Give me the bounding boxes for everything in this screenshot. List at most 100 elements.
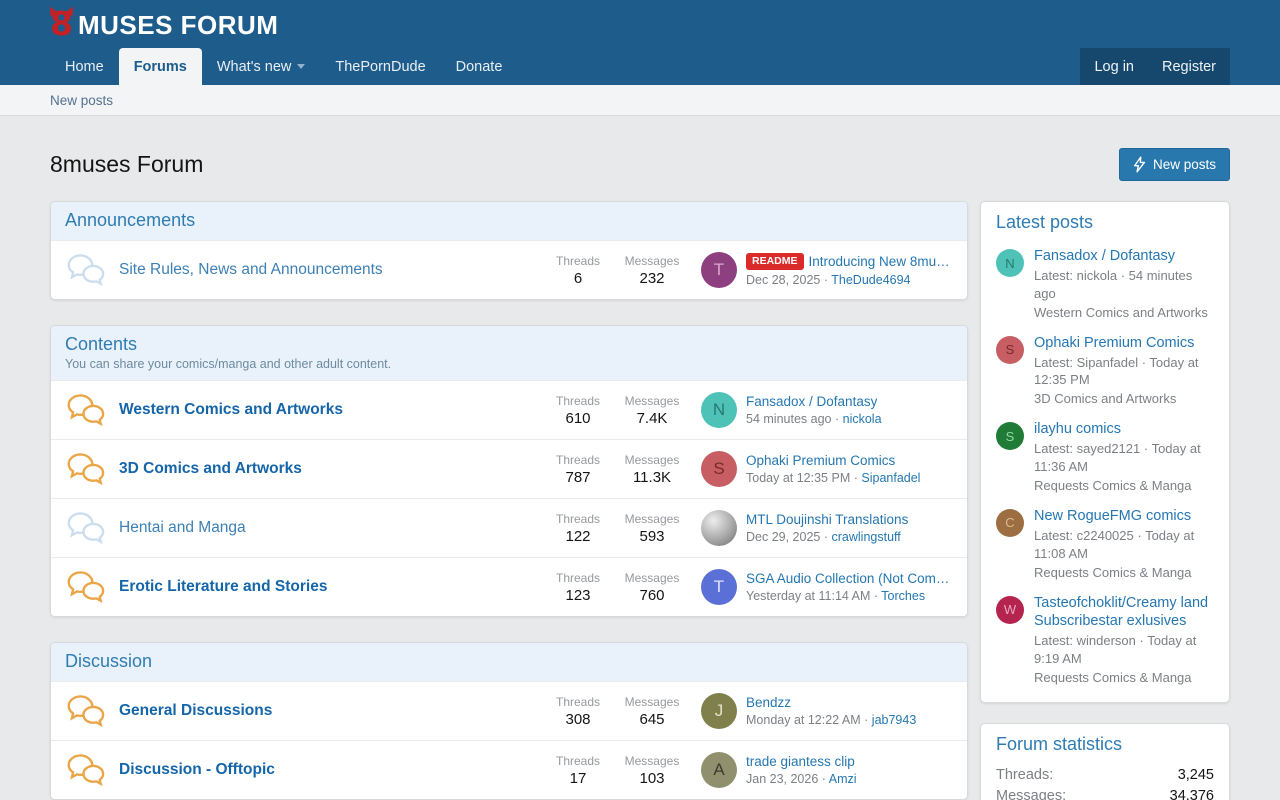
latest-post: A trade giantess clip Jan 23, 2026 · Amz… [701, 752, 953, 788]
latest-post-item[interactable]: N Fansadox / Dofantasy Latest: nickola ·… [996, 242, 1214, 329]
forum-node-western-comics[interactable]: Western Comics and Artworks Threads 610 M… [51, 380, 967, 439]
avatar[interactable]: C [996, 508, 1024, 537]
forum-node-site-rules[interactable]: Site Rules, News and Announcements Threa… [51, 240, 967, 299]
avatar[interactable]: S [996, 335, 1024, 364]
node-stats: Threads 123 Messages 760 [541, 571, 689, 604]
latest-thread-link[interactable]: Ophaki Premium Comics [746, 453, 896, 468]
threads-count: 123 [565, 586, 591, 604]
threads-count: 610 [565, 409, 591, 427]
lightning-bolt-icon [1133, 156, 1146, 173]
forum-title-link[interactable]: 3D Comics and Artworks [119, 460, 302, 477]
forum-node-erotic-literature[interactable]: Erotic Literature and Stories Threads 123… [51, 557, 967, 616]
category-header[interactable]: Announcements [51, 202, 967, 240]
avatar[interactable]: A [701, 752, 737, 788]
node-stats: Threads 122 Messages 593 [541, 512, 689, 545]
avatar[interactable]: J [701, 693, 737, 729]
node-stats: Threads 787 Messages 11.3K [541, 453, 689, 486]
forum-title-link[interactable]: General Discussions [119, 702, 273, 719]
latest-user-link[interactable]: jab7943 [871, 713, 917, 727]
comments-icon [65, 251, 107, 289]
forum-title-link[interactable]: Erotic Literature and Stories [119, 578, 328, 595]
avatar[interactable]: T [701, 569, 737, 605]
forum-title-link[interactable]: Western Comics and Artworks [119, 401, 343, 418]
latest-post-item[interactable]: S ilayhu comics Latest: sayed2121 · Toda… [996, 415, 1214, 502]
avatar[interactable]: N [996, 249, 1024, 277]
latest-user-link[interactable]: crawlingstuff [831, 530, 901, 544]
stat-messages: Messages: 34,376 [996, 787, 1214, 800]
thread-link[interactable]: Fansadox / Dofantasy [1034, 248, 1176, 264]
latest-thread-link[interactable]: trade giantess clip [746, 754, 855, 769]
messages-count: 7.4K [636, 409, 668, 427]
main-nav: Home Forums What's new ThePornDude Donat… [50, 48, 1080, 85]
forum-node-hentai-manga[interactable]: Hentai and Manga Threads 122 Messages 593 … [51, 498, 967, 557]
avatar[interactable]: T [701, 252, 737, 288]
nav-tab-forums[interactable]: Forums [118, 48, 202, 85]
avatar-photo[interactable] [701, 510, 737, 546]
comments-icon [65, 509, 107, 547]
category-header[interactable]: Discussion [51, 643, 967, 681]
nav-tab-theporndude[interactable]: ThePornDude [335, 58, 426, 75]
latest-user-link[interactable]: nickola [842, 412, 882, 426]
messages-count: 11.3K [632, 468, 672, 486]
forum-node-general-discussions[interactable]: General Discussions Threads 308 Messages 6… [51, 681, 967, 740]
category-header[interactable]: Contents You can share your comics/manga… [51, 326, 967, 380]
forum-statistics-widget: Forum statistics Threads: 3,245 Messages… [980, 723, 1230, 800]
chevron-down-icon[interactable] [297, 64, 306, 69]
site-logo[interactable]: 8 MUSES FORUM [50, 4, 278, 44]
avatar[interactable]: W [996, 595, 1024, 624]
latest-thread-link[interactable]: Bendzz [746, 695, 792, 710]
nav-tab-whats-new[interactable]: What's new [202, 48, 321, 85]
threads-count: 787 [565, 468, 591, 486]
latest-user-link[interactable]: Amzi [828, 772, 857, 786]
latest-post-item[interactable]: W Tasteofchoklit/Creamy land Subscribest… [996, 589, 1214, 695]
forum-list: Announcements Site Rules, News and Annou… [50, 201, 968, 800]
forum-statistics-title: Forum statistics [996, 734, 1123, 755]
subnav-new-posts-link[interactable]: New posts [50, 92, 114, 108]
avatar[interactable]: S [996, 422, 1024, 451]
thread-link[interactable]: ilayhu comics [1034, 421, 1122, 438]
readme-badge: README [746, 253, 804, 270]
messages-count: 103 [639, 769, 665, 787]
forum-title-link[interactable]: Site Rules, News and Announcements [119, 261, 383, 278]
forum-node-3d-comics[interactable]: 3D Comics and Artworks Threads 787 Messag… [51, 439, 967, 498]
comments-icon [65, 450, 107, 488]
messages-count: 593 [639, 527, 665, 545]
thread-link[interactable]: New RogueFMG comics [1034, 507, 1192, 524]
forum-node-discussion-offtopic[interactable]: Discussion - Offtopic Threads 17 Messages… [51, 740, 967, 799]
nav-tab-donate[interactable]: Donate [455, 58, 503, 75]
register-button[interactable]: Register [1148, 48, 1230, 85]
category-contents: Contents You can share your comics/manga… [50, 325, 968, 617]
latest-thread-link[interactable]: SGA Audio Collection (Not Complet... [746, 571, 953, 586]
latest-post: T SGA Audio Collection (Not Complet... Y… [701, 569, 953, 605]
latest-user-link[interactable]: Torches [881, 589, 926, 603]
comments-icon [65, 568, 107, 606]
latest-post-item[interactable]: S Ophaki Premium Comics Latest: Sipanfad… [996, 329, 1214, 416]
logo-8-icon: 8 [50, 4, 73, 44]
latest-posts-widget: Latest posts N Fansadox / Dofantasy Late… [980, 201, 1230, 704]
latest-thread-link[interactable]: MTL Doujinshi Translations [746, 512, 909, 527]
latest-post-item[interactable]: C New RogueFMG comics Latest: c2240025 ·… [996, 502, 1214, 589]
forum-title-link[interactable]: Hentai and Manga [119, 519, 246, 536]
latest-user-link[interactable]: Sipanfadel [861, 471, 921, 485]
thread-link[interactable]: Ophaki Premium Comics [1034, 334, 1195, 351]
category-title: Contents [65, 334, 138, 354]
avatar[interactable]: N [701, 392, 737, 428]
latest-user-link[interactable]: TheDude4694 [831, 272, 911, 287]
thread-link[interactable]: Tasteofchoklit/Creamy land Subscribestar… [1034, 594, 1209, 630]
latest-thread-link[interactable]: Fansadox / Dofantasy [746, 394, 878, 409]
messages-count: 645 [639, 710, 665, 728]
threads-count: 17 [569, 769, 587, 787]
category-announcements: Announcements Site Rules, News and Annou… [50, 201, 968, 300]
latest-thread-link[interactable]: Introducing New 8muses ... [808, 254, 953, 269]
avatar[interactable]: S [701, 451, 737, 487]
login-button[interactable]: Log in [1080, 48, 1148, 85]
node-stats: Threads 308 Messages 645 [541, 695, 689, 728]
forum-title-link[interactable]: Discussion - Offtopic [119, 761, 275, 778]
threads-count: 308 [565, 710, 591, 728]
threads-count: 6 [573, 269, 583, 287]
nav-tab-home[interactable]: Home [65, 58, 104, 75]
node-stats: Threads 6 Messages 232 [541, 254, 689, 287]
new-posts-button[interactable]: New posts [1118, 148, 1230, 181]
comments-icon [65, 391, 107, 429]
